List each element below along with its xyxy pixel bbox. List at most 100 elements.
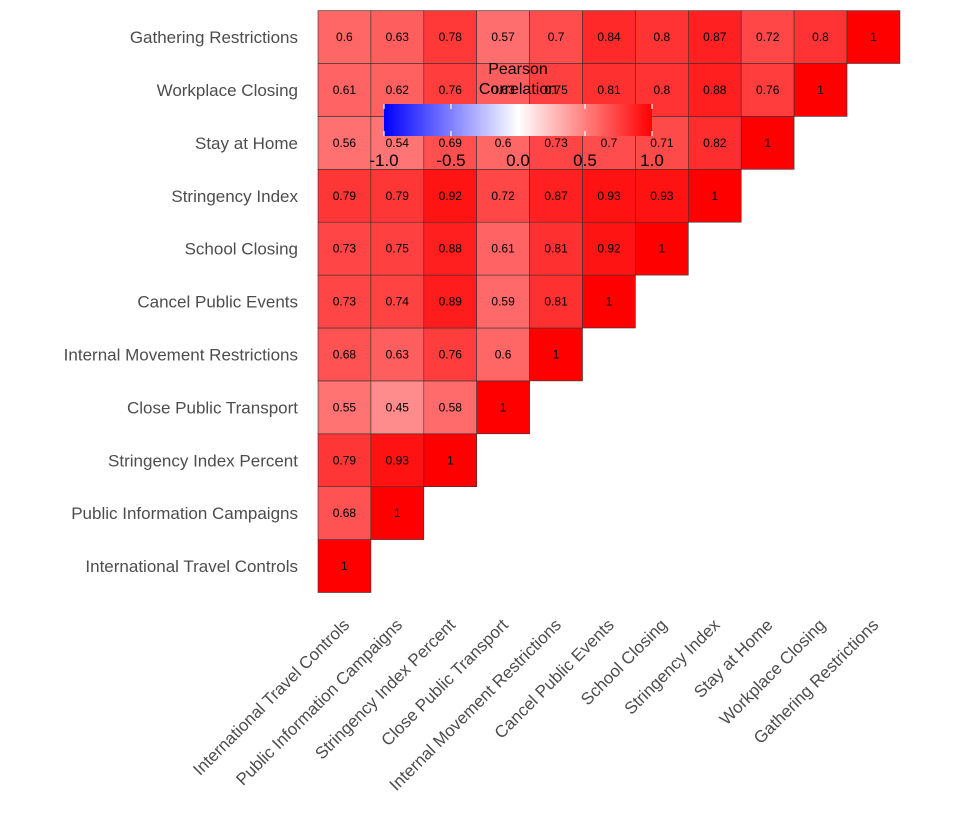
heatmap-cell	[423, 433, 477, 487]
heatmap-cell	[370, 10, 425, 64]
cell-value-label: 1	[394, 506, 401, 520]
legend-tick-label: 0.0	[506, 151, 530, 170]
y-tick-label: Cancel Public Events	[137, 293, 298, 312]
cell-value-label: 0.8	[654, 83, 671, 97]
cell-value-label: 0.81	[597, 83, 621, 97]
cell-value-label: 1	[711, 189, 718, 203]
cell-value-label: 0.69	[439, 136, 463, 150]
cell-value-label: 0.79	[333, 453, 357, 467]
heatmap-cell	[423, 274, 477, 329]
cell-value-label: 0.61	[333, 83, 357, 97]
y-axis-labels: International Travel Controls Public Info…	[64, 28, 299, 576]
cell-value-label: 0.75	[386, 242, 410, 256]
heatmap-cell	[529, 327, 583, 382]
heatmap-cell	[317, 539, 372, 593]
cell-value-label: 0.71	[650, 136, 674, 150]
heatmap-cell	[476, 10, 530, 64]
cell-value-label: 0.92	[439, 189, 463, 203]
cell-value-label: 0.8	[654, 30, 671, 44]
cell-value-label: 0.76	[439, 347, 463, 361]
heatmap-cell	[370, 274, 425, 329]
cell-value-label: 1	[817, 83, 824, 97]
heatmap-cell	[317, 433, 372, 487]
heatmap-cell	[793, 10, 848, 64]
cell-value-label: 0.68	[333, 506, 357, 520]
heatmap-cell	[582, 221, 636, 276]
legend-tick-label: 1.0	[640, 151, 664, 170]
heatmap-cell	[317, 169, 372, 223]
cell-value-label: 0.84	[597, 30, 621, 44]
legend-title-line1: Pearson	[488, 61, 548, 78]
cell-value-label: 1	[553, 347, 560, 361]
cell-value-label: 0.57	[491, 30, 515, 44]
y-tick-label: School Closing	[185, 240, 298, 259]
cell-value-label: 0.81	[544, 295, 568, 309]
cell-value-label: 0.81	[544, 242, 568, 256]
y-tick-label: Stringency Index Percent	[108, 451, 298, 470]
cell-value-label: 1	[870, 30, 877, 44]
cell-value-label: 0.7	[548, 30, 565, 44]
cell-value-label: 0.56	[333, 136, 357, 150]
cell-value-label: 0.62	[386, 83, 410, 97]
cell-value-label: 1	[659, 242, 666, 256]
legend-tick-label: 0.5	[573, 151, 597, 170]
cell-value-label: 0.68	[333, 347, 357, 361]
cell-value-label: 0.89	[439, 295, 463, 309]
heatmap-cell	[740, 63, 795, 117]
heatmap-cell	[635, 169, 689, 223]
heatmap-cell	[317, 486, 372, 540]
legend-tick-label: -1.0	[369, 151, 398, 170]
heatmap-cell	[635, 221, 689, 276]
heatmap-cell	[582, 274, 636, 329]
heatmap-cell	[476, 221, 530, 276]
cell-value-label: 0.74	[386, 295, 410, 309]
heatmap-cell	[635, 10, 689, 64]
cell-value-label: 0.92	[597, 242, 621, 256]
cell-value-label: 1	[606, 295, 613, 309]
cell-value-label: 0.93	[650, 189, 674, 203]
heatmap-cell	[317, 274, 372, 329]
cell-value-label: 0.76	[756, 83, 780, 97]
heatmap-cell	[687, 169, 742, 223]
cell-value-label: 0.78	[439, 30, 463, 44]
heatmap-cell	[582, 10, 636, 64]
x-tick-label: Stringency Index	[621, 615, 724, 718]
heatmap-cells: 1 0.68 1 0.79 0.93 1 0.55 0.45 0.58 1 0.68 0.63 0.76…	[317, 10, 901, 593]
cell-value-label: 0.82	[703, 136, 727, 150]
cell-value-label: 0.63	[386, 30, 410, 44]
cell-value-label: 0.61	[491, 242, 515, 256]
y-tick-label: Stringency Index	[171, 187, 298, 206]
legend-colorbar	[384, 104, 652, 136]
cell-value-label: 0.72	[491, 189, 515, 203]
cell-value-label: 0.63	[386, 347, 410, 361]
legend: Pearson Correlation -1.0 -0.5 0.0 0.5 1.0	[369, 61, 663, 170]
cell-value-label: 0.8	[812, 30, 829, 44]
heatmap-cell	[370, 327, 425, 382]
heatmap-cell	[582, 169, 636, 223]
cell-value-label: 1	[764, 136, 771, 150]
cell-value-label: 0.55	[333, 400, 357, 414]
cell-value-label: 0.59	[491, 295, 515, 309]
cell-value-label: 0.76	[439, 83, 463, 97]
cell-value-label: 0.87	[544, 189, 568, 203]
legend-title-line2: Correlation	[479, 81, 557, 98]
heatmap-cell	[529, 274, 583, 329]
cell-value-label: 0.93	[597, 189, 621, 203]
y-tick-label: Internal Movement Restrictions	[64, 345, 298, 364]
heatmap-cell	[740, 116, 795, 170]
cell-value-label: 0.45	[386, 400, 410, 414]
heatmap-cell	[317, 10, 372, 64]
heatmap-cell	[846, 10, 901, 64]
legend-tick-label: -0.5	[436, 151, 465, 170]
heatmap-cell	[370, 433, 425, 487]
cell-value-label: 0.75	[544, 83, 568, 97]
heatmap-cell	[370, 380, 425, 435]
cell-value-label: 0.7	[601, 136, 618, 150]
legend-ticks: -1.0 -0.5 0.0 0.5 1.0	[369, 104, 664, 170]
y-tick-label: International Travel Controls	[85, 557, 298, 576]
cell-value-label: 0.63	[491, 83, 515, 97]
cell-value-label: 1	[447, 453, 454, 467]
heatmap-cell	[370, 221, 425, 276]
